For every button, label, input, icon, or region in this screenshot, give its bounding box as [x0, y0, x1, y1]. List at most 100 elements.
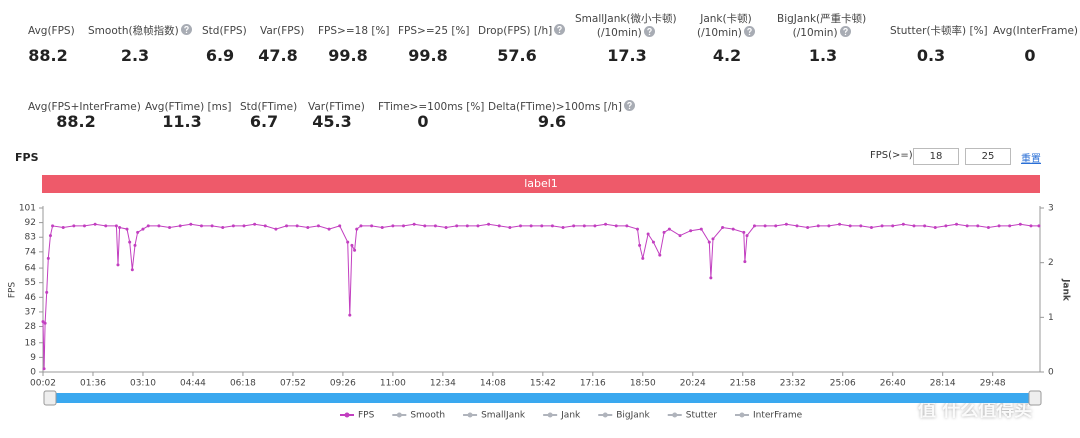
threshold-input[interactable]: 18: [913, 148, 959, 165]
x-tick-label: 23:32: [780, 379, 806, 389]
fps-point: [582, 224, 586, 228]
fps-point: [285, 224, 289, 228]
fps-point: [614, 224, 618, 228]
fps-point: [689, 229, 693, 233]
fps-point: [763, 224, 767, 228]
fps-point: [346, 240, 350, 244]
legend-swatch: [467, 412, 473, 418]
fps-point: [923, 224, 927, 228]
fps-point: [711, 237, 715, 241]
y-tick-label: 64: [25, 264, 37, 274]
fps-point: [306, 225, 310, 229]
help-icon[interactable]: [839, 26, 851, 37]
fps-point: [508, 225, 512, 229]
fps-point: [646, 232, 650, 236]
fps-point: [61, 225, 65, 229]
stat-value: 0.3: [916, 46, 946, 65]
fps-point: [699, 227, 703, 231]
range-slider: [45, 393, 1040, 403]
y-tick-label: 83: [25, 233, 36, 243]
stat-label: FTime>=100ms [%]: [378, 101, 485, 113]
stat-label: Avg(InterFrame): [993, 25, 1078, 37]
stat-value: 88.2: [28, 46, 68, 65]
y-tick-label: 101: [19, 204, 36, 214]
y-tick-label: 74: [25, 247, 37, 257]
fps-point: [625, 224, 629, 228]
help-icon[interactable]: [180, 24, 192, 35]
legend-swatch: [602, 412, 608, 418]
fps-point: [667, 227, 671, 231]
x-tick-label: 29:48: [980, 379, 1006, 389]
fps-point: [348, 313, 352, 317]
x-tick-label: 18:50: [630, 379, 656, 389]
fps-point: [651, 240, 655, 244]
help-icon[interactable]: [554, 24, 566, 35]
fps-point: [178, 224, 182, 228]
x-tick-label: 26:40: [880, 379, 906, 389]
fps-point: [423, 224, 427, 228]
fps-point: [114, 224, 118, 228]
fps-point: [880, 224, 884, 228]
fps-point: [572, 224, 576, 228]
fps-point: [550, 224, 554, 228]
fps-point: [350, 243, 354, 247]
fps-point: [353, 248, 357, 252]
fps-point: [997, 224, 1001, 228]
fps-point: [48, 234, 52, 238]
fps-point: [42, 367, 46, 371]
fps-point: [641, 256, 645, 260]
x-tick-label: 07:52: [280, 379, 306, 389]
fps-point: [45, 290, 49, 294]
stat-value: 0: [1024, 46, 1036, 65]
fps-point: [742, 230, 746, 234]
y-tick-label: 0: [30, 368, 36, 378]
legend-label: SmallJank: [481, 411, 526, 421]
help-icon[interactable]: [643, 26, 655, 37]
fps-point: [933, 225, 937, 229]
fps-point: [806, 225, 810, 229]
fps-point: [125, 227, 129, 231]
fps-point: [944, 224, 948, 228]
help-icon[interactable]: [624, 100, 636, 111]
stat-value: 9.6: [537, 112, 567, 131]
stat-label: FPS>=18 [%]: [318, 25, 390, 37]
fps-point: [658, 253, 662, 257]
threshold-input[interactable]: 25: [965, 148, 1011, 165]
fps-point: [540, 224, 544, 228]
fps-point: [82, 224, 86, 228]
fps-point: [359, 224, 363, 228]
fps-point: [901, 222, 905, 226]
fps-point: [116, 263, 120, 267]
stat-label: Delta(FTime)>100ms [/h]: [488, 100, 636, 114]
fps-point: [263, 224, 267, 228]
fps-point: [529, 224, 533, 228]
stat-value: 57.6: [497, 46, 537, 65]
fps-point: [104, 224, 108, 228]
stat-value: 11.3: [162, 112, 202, 131]
fps-point: [721, 225, 725, 229]
fps-point: [133, 243, 137, 247]
stat-label: Stutter(卡顿率) [%]: [890, 25, 988, 37]
fps-point: [955, 222, 959, 226]
fps-point: [46, 256, 50, 260]
fps-point: [146, 224, 150, 228]
y2-tick-label: 3: [1048, 204, 1054, 214]
fps-point: [231, 224, 235, 228]
reset-link[interactable]: 重置: [1021, 154, 1041, 165]
fps-point: [731, 227, 735, 231]
fps-point: [912, 224, 916, 228]
fps-point: [51, 224, 55, 228]
fps-point: [327, 227, 331, 231]
fps-point: [476, 224, 480, 228]
fps-point: [678, 234, 682, 238]
fps-point: [593, 224, 597, 228]
fps-point: [210, 224, 214, 228]
band-label: label1: [524, 177, 558, 190]
y-tick-label: 92: [25, 218, 36, 228]
stat-value: 6.9: [205, 46, 235, 65]
fps-line: [42, 223, 1039, 369]
legend-label: FPS: [358, 411, 375, 421]
fps-point: [795, 224, 799, 228]
help-icon[interactable]: [743, 26, 755, 37]
fps-point: [745, 234, 749, 238]
